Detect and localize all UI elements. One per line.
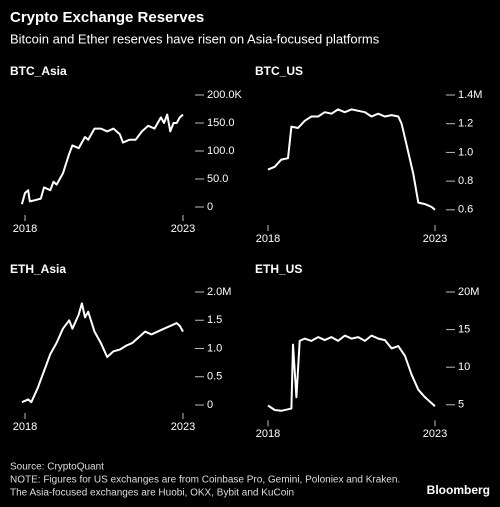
y-tick-label: 1.0	[207, 342, 222, 354]
y-tick-label: 2.0M	[207, 286, 231, 298]
x-tick-label: 2018	[256, 428, 280, 440]
brand: Bloomberg	[427, 483, 490, 497]
y-tick-label: 0.6	[458, 204, 473, 216]
line	[21, 302, 184, 404]
y-tick-label: 100.0	[207, 145, 235, 157]
y-tick-label: 1.5	[207, 314, 222, 326]
y-tick-label: 0	[207, 399, 213, 411]
x-tick-label: 2018	[13, 223, 37, 235]
y-tick-label: 20M	[458, 286, 479, 298]
y-tick-label: 200.0K	[207, 89, 243, 101]
y-tick-label: 15	[458, 324, 470, 336]
x-tick-label: 2023	[423, 233, 447, 245]
y-tick-label: 0	[207, 201, 213, 213]
line	[267, 108, 436, 211]
y-tick-label: 1.2	[458, 118, 473, 130]
line	[267, 334, 436, 412]
panel-title: BTC_Asia	[10, 64, 67, 78]
x-tick-label: 2018	[256, 233, 280, 245]
y-tick-label: 1.4M	[458, 89, 482, 101]
x-tick-label: 2023	[423, 428, 447, 440]
y-tick-label: 0.8	[458, 175, 473, 187]
page-subtitle: Bitcoin and Ether reserves have risen on…	[10, 31, 380, 46]
y-tick-label: 150.0	[207, 117, 235, 129]
y-tick-label: 1.0	[458, 146, 473, 158]
y-tick-label: 50.0	[207, 173, 228, 185]
x-tick-label: 2018	[13, 421, 37, 433]
panel-title: ETH_US	[255, 262, 302, 276]
x-tick-label: 2023	[171, 421, 195, 433]
note: The Asia-focused exchanges are Huobi, OK…	[10, 488, 294, 499]
y-tick-label: 0.5	[207, 371, 222, 383]
y-tick-label: 5	[458, 399, 464, 411]
page-title: Crypto Exchange Reserves	[10, 9, 204, 26]
source: Source: CryptoQuant	[10, 462, 104, 473]
panel-title: BTC_US	[255, 64, 303, 78]
panel-title: ETH_Asia	[10, 262, 66, 276]
note: NOTE: Figures for US exchanges are from …	[10, 475, 400, 486]
y-tick-label: 10	[458, 361, 470, 373]
line	[20, 113, 184, 205]
x-tick-label: 2023	[171, 223, 195, 235]
